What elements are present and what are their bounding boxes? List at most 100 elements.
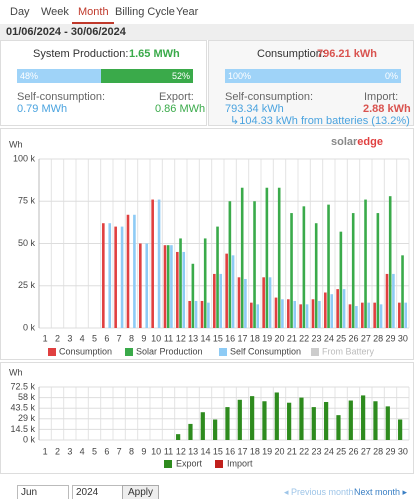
legend-label: Export	[176, 458, 203, 468]
y-tick-label: 50 k	[18, 238, 36, 248]
bar	[250, 396, 255, 440]
y-tick-label: 29 k	[18, 413, 36, 423]
legend-swatch	[164, 460, 172, 468]
x-tick-label: 24	[324, 333, 334, 343]
bar	[176, 251, 179, 328]
bar	[351, 213, 355, 328]
date-bar: 01/06/2024 - 30/06/2024	[0, 24, 414, 40]
x-tick-label: 1	[43, 333, 48, 343]
logo-part: solar	[331, 136, 358, 148]
apply-button[interactable]: Apply	[122, 485, 160, 499]
tab[interactable]: Month	[78, 6, 109, 18]
bar	[170, 245, 173, 328]
x-tick-label: 7	[117, 333, 122, 343]
x-tick-label: 16	[225, 446, 235, 456]
legend-swatch	[311, 348, 319, 356]
tab[interactable]: Billing Cycle	[115, 6, 175, 18]
bar	[191, 263, 195, 328]
x-tick-label: 2	[55, 333, 60, 343]
x-tick-label: 27	[361, 333, 371, 343]
legend-swatch	[215, 460, 223, 468]
bar	[330, 294, 334, 328]
year-select[interactable]: 2024	[72, 485, 124, 499]
x-tick-label: 3	[67, 446, 72, 456]
bar	[311, 407, 316, 440]
bar	[385, 273, 389, 328]
bar	[388, 196, 392, 328]
bar	[293, 300, 297, 328]
x-tick-label: 21	[287, 333, 297, 343]
bar	[336, 415, 341, 440]
x-tick-label: 23	[311, 333, 321, 343]
bar	[225, 253, 228, 328]
bar	[277, 187, 281, 328]
bar	[139, 243, 142, 328]
x-tick-label: 10	[151, 446, 161, 456]
date-range: 01/06/2024 - 30/06/2024	[6, 26, 126, 38]
bar	[120, 226, 124, 328]
note: ↳104.33 kWh from batteries (13.2%)	[230, 115, 410, 127]
bar-segment: 100%	[225, 69, 401, 83]
bar	[151, 199, 154, 328]
bar	[240, 187, 244, 328]
x-tick-label: 27	[361, 446, 371, 456]
label: Consumption:	[257, 48, 325, 60]
tab[interactable]: Day	[10, 6, 30, 18]
y-tick-label: 14.5 k	[10, 424, 35, 434]
x-tick-label: 17	[237, 333, 247, 343]
bar	[398, 302, 401, 328]
tab[interactable]: Year	[176, 6, 199, 18]
bar	[213, 419, 218, 440]
bar	[318, 300, 321, 328]
x-tick-label: 18	[250, 333, 260, 343]
ratio-bar: 48% 52%	[17, 69, 193, 83]
x-tick-label: 4	[80, 333, 85, 343]
bar	[274, 392, 279, 440]
bar	[287, 299, 290, 328]
bar	[256, 304, 260, 328]
bar	[194, 300, 198, 328]
month-select[interactable]: Jun	[17, 485, 69, 499]
y-tick-label: 100 k	[13, 153, 36, 163]
bar	[404, 302, 408, 328]
x-tick-label: 24	[324, 446, 334, 456]
bar	[327, 204, 330, 328]
bar	[385, 406, 390, 440]
value: 1.65 MWh	[129, 48, 180, 60]
bar	[126, 214, 130, 328]
bar	[179, 238, 182, 328]
legend-swatch	[48, 348, 56, 356]
bar	[355, 306, 358, 328]
legend-swatch	[125, 348, 133, 356]
bar	[305, 304, 309, 328]
y-tick-label: 75 k	[18, 196, 36, 206]
bar	[203, 238, 207, 328]
x-tick-label: 9	[141, 446, 146, 456]
y-tick-label: 72.5 k	[10, 381, 35, 391]
segment-label: 52%	[171, 71, 190, 81]
label: Import:	[364, 91, 399, 103]
x-tick-label: 15	[213, 446, 223, 456]
bar	[237, 277, 241, 328]
bar	[302, 206, 306, 328]
bar	[314, 223, 318, 328]
ratio-bar: 100% 0%	[225, 69, 401, 83]
label: Self-consumption:	[225, 91, 314, 103]
bar	[213, 273, 216, 328]
prev-link[interactable]: ◂ Previous month	[284, 487, 354, 497]
x-tick-label: 6	[104, 333, 109, 343]
segment-label: 0%	[384, 71, 398, 81]
bar	[216, 226, 219, 328]
x-tick-label: 12	[176, 333, 186, 343]
bar	[253, 201, 256, 328]
y-tick-label: 58 k	[18, 392, 36, 402]
x-tick-label: 29	[385, 333, 395, 343]
next-link[interactable]: Next month ▸	[354, 487, 408, 497]
x-tick-label: 13	[188, 446, 198, 456]
tab[interactable]: Week	[41, 6, 69, 18]
bar	[250, 302, 253, 328]
bar	[225, 407, 230, 440]
legend-swatch	[219, 348, 227, 356]
x-tick-label: 1	[43, 446, 48, 456]
x-tick-label: 29	[385, 446, 395, 456]
